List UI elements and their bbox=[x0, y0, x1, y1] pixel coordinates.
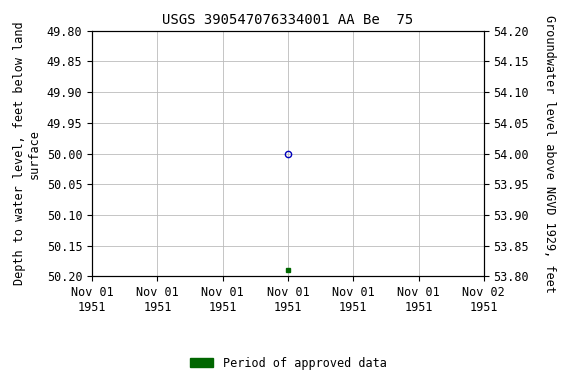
Title: USGS 390547076334001 AA Be  75: USGS 390547076334001 AA Be 75 bbox=[162, 13, 414, 27]
Y-axis label: Groundwater level above NGVD 1929, feet: Groundwater level above NGVD 1929, feet bbox=[543, 15, 556, 293]
Legend: Period of approved data: Period of approved data bbox=[185, 352, 391, 374]
Y-axis label: Depth to water level, feet below land
surface: Depth to water level, feet below land su… bbox=[13, 22, 41, 285]
